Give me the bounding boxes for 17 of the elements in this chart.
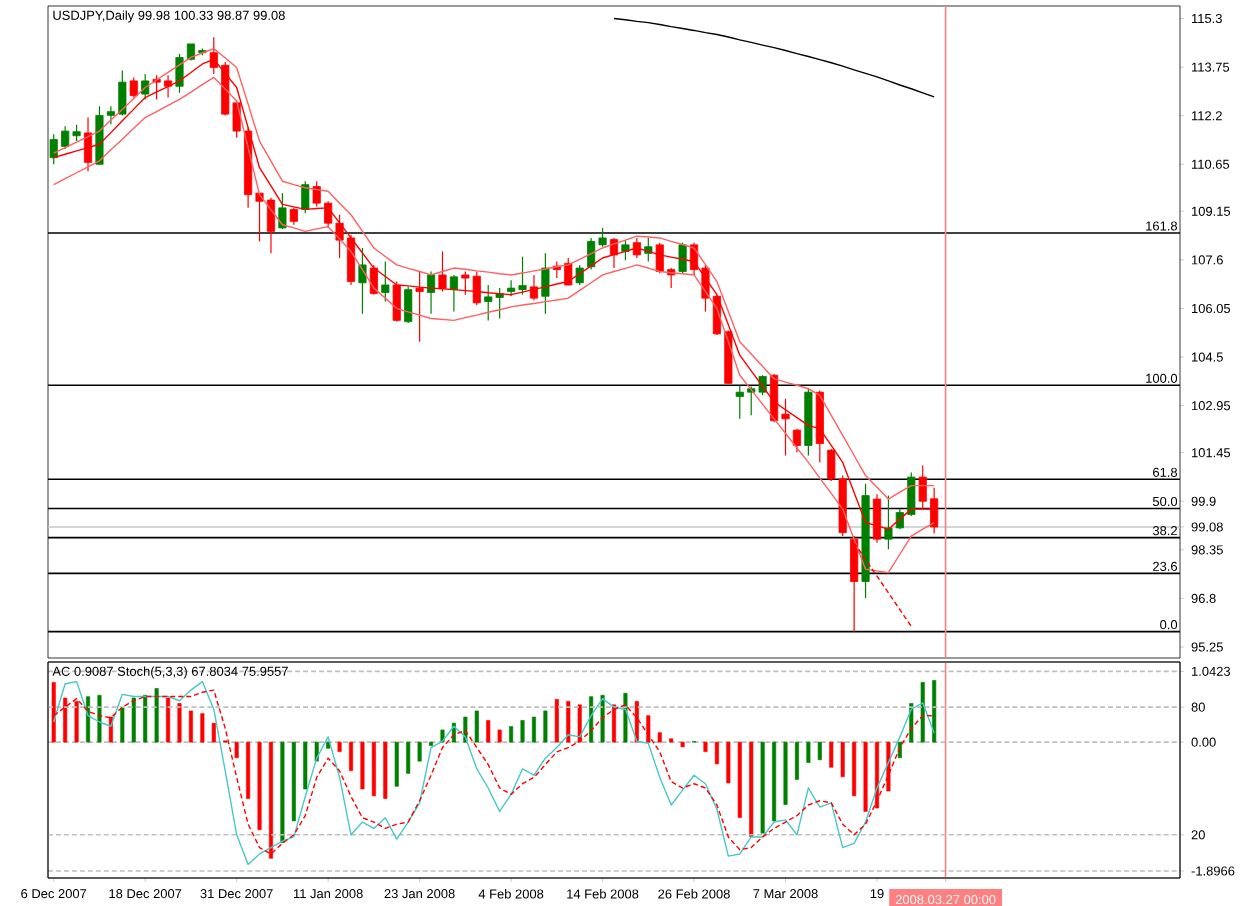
- candlestick: [415, 270, 424, 343]
- candlestick: [301, 180, 310, 214]
- candlestick: [83, 116, 93, 172]
- candlestick: [621, 239, 630, 261]
- candlestick: [129, 76, 138, 99]
- candlestick: [541, 252, 550, 315]
- candlestick: [358, 247, 367, 315]
- candlestick: [404, 286, 413, 324]
- candlestick: [392, 280, 401, 323]
- candlestick: [678, 242, 687, 274]
- candlestick: [449, 274, 458, 313]
- candlestick: [529, 274, 539, 301]
- line-series: [613, 17, 935, 98]
- candlestick: [632, 237, 641, 259]
- candlestick: [438, 250, 447, 293]
- candlestick: [278, 192, 287, 230]
- candlestick: [381, 260, 390, 303]
